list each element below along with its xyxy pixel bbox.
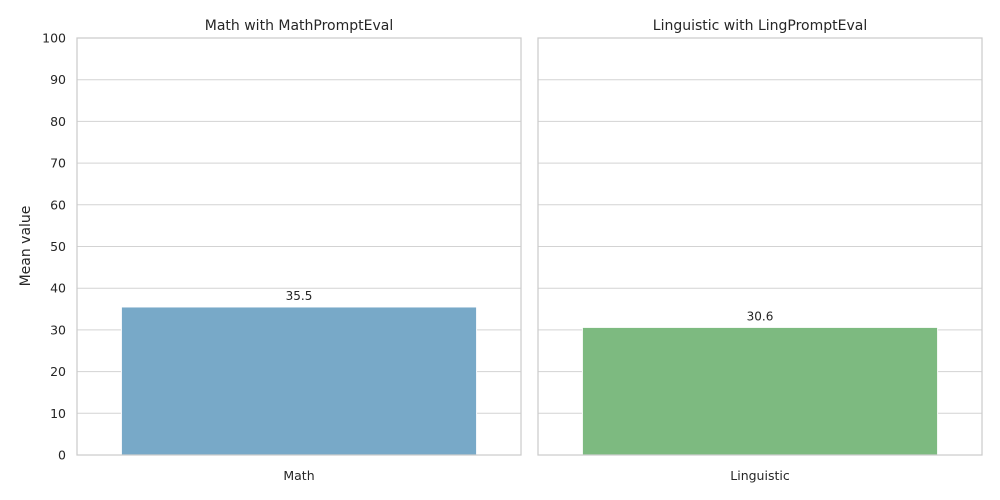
plot-frame — [537, 37, 983, 456]
y-tick-label: 90 — [50, 72, 66, 87]
y-tick-label: 50 — [50, 239, 66, 254]
bars — [120, 306, 478, 456]
bar — [120, 306, 478, 456]
y-tick-label: 40 — [50, 281, 66, 296]
value-labels: 35.5 — [286, 289, 313, 303]
bar — [581, 326, 939, 456]
y-tick-label: 80 — [50, 114, 66, 129]
plot-frame — [76, 37, 522, 456]
y-axis-label: Mean value — [18, 206, 34, 287]
panel-title: Math with MathPromptEval — [205, 18, 393, 34]
x-tick-label: Math — [283, 468, 314, 483]
bars — [581, 326, 939, 456]
value-labels: 30.6 — [747, 309, 774, 323]
bar-value-label: 35.5 — [286, 289, 313, 303]
y-tick-label: 100 — [42, 31, 66, 46]
y-tick-label: 30 — [50, 322, 66, 337]
y-tick-label: 70 — [50, 156, 66, 171]
y-tick-label: 10 — [50, 406, 66, 421]
y-tick-label: 0 — [58, 448, 66, 463]
x-tick-label: Linguistic — [730, 468, 790, 483]
panel-linguistic: Linguistic with LingPromptEval 30.6 Ling… — [537, 18, 983, 483]
panel-title: Linguistic with LingPromptEval — [653, 18, 867, 34]
y-tick-labels: 0 10 20 30 40 50 60 70 80 90 100 — [42, 31, 66, 463]
panel-math: Math with MathPromptEval 0 10 20 30 40 50 60 70… — [18, 18, 522, 483]
bar-value-label: 30.6 — [747, 309, 774, 323]
x-tick-labels: Linguistic — [730, 468, 790, 483]
y-tick-label: 20 — [50, 364, 66, 379]
x-tick-labels: Math — [283, 468, 314, 483]
y-tick-label: 60 — [50, 197, 66, 212]
